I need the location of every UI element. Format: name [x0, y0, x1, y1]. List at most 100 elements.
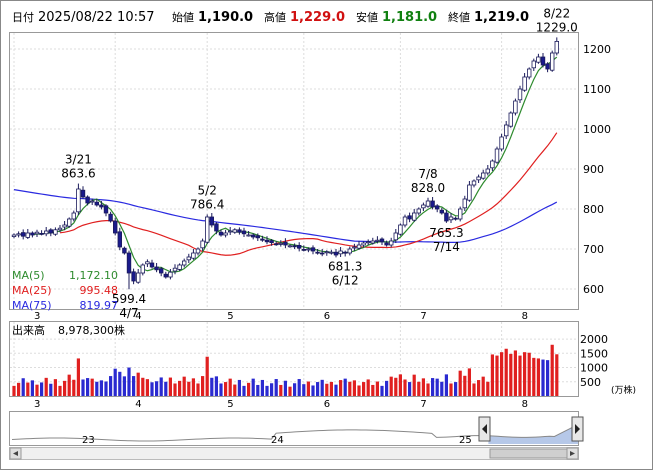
- candle: [117, 227, 122, 251]
- candle: [467, 181, 472, 202]
- volume-bar: [168, 377, 172, 396]
- candle: [99, 201, 104, 210]
- volume-bar: [205, 356, 209, 396]
- price-tick-label: 900: [583, 163, 604, 176]
- legend-value: 819.97: [80, 299, 119, 312]
- volume-bar: [279, 384, 283, 396]
- x-axis-month-labels-bottom: 3 4 5 6 7 8: [34, 399, 528, 410]
- annotation-date: 6/12: [332, 273, 359, 287]
- candle: [301, 245, 306, 252]
- candle: [264, 236, 270, 245]
- candle: [476, 174, 481, 183]
- close-value: 1,219.0: [474, 10, 529, 25]
- navigator-scrollbar[interactable]: [9, 447, 579, 460]
- candle: [135, 269, 141, 284]
- volume-bar: [26, 382, 30, 396]
- ma-legend: MA(5) 1,172.10 MA(25) 995.48 MA(75) 819.97: [12, 269, 118, 312]
- month-label: 3: [34, 399, 40, 410]
- volume-bar: [150, 382, 154, 396]
- volume-bar: [352, 380, 356, 396]
- volume-bar: [444, 374, 448, 396]
- candle: [71, 210, 76, 222]
- range-navigator[interactable]: 23 24 25: [9, 411, 584, 447]
- candle: [30, 231, 35, 238]
- candle: [471, 179, 477, 188]
- high-label: 高値: [264, 10, 286, 24]
- volume-bar: [283, 380, 287, 396]
- candle: [545, 62, 550, 73]
- candle: [490, 159, 495, 171]
- candle: [434, 204, 440, 213]
- volume-bar: [67, 374, 71, 396]
- volume-bar: [495, 355, 499, 396]
- annotation-date: 5/2: [198, 183, 217, 197]
- candle: [306, 247, 311, 253]
- volume-bar: [228, 378, 232, 396]
- candle: [108, 211, 113, 223]
- month-label: 7: [420, 399, 426, 410]
- volume-bar: [17, 382, 21, 396]
- candle: [453, 216, 458, 221]
- navigator-right-handle[interactable]: [571, 416, 584, 442]
- candle: [177, 263, 182, 271]
- volume-bar: [251, 378, 255, 396]
- volume-bar: [40, 382, 44, 396]
- volume-bar: [90, 378, 94, 396]
- volume-bar: [44, 377, 48, 396]
- candle: [191, 249, 196, 260]
- volume-bar: [458, 370, 462, 396]
- candle: [388, 237, 394, 248]
- candle: [131, 268, 136, 285]
- scrollbar-thumb[interactable]: [489, 448, 568, 459]
- candle: [94, 199, 99, 207]
- volume-bar: [104, 381, 108, 396]
- volume-bar: [86, 378, 90, 396]
- volume-bar: [196, 383, 200, 396]
- volume-bar: [463, 375, 467, 396]
- candle: [278, 240, 283, 247]
- candle: [531, 58, 536, 71]
- month-label: 4: [135, 399, 141, 410]
- candle: [527, 67, 532, 80]
- candle: [90, 198, 95, 205]
- candle: [250, 233, 256, 240]
- candle: [269, 239, 274, 246]
- candle: [522, 73, 527, 92]
- volume-bar: [191, 378, 195, 396]
- volume-bar: [325, 383, 329, 396]
- volume-bar: [541, 359, 545, 396]
- price-tick-label: 1100: [583, 83, 611, 96]
- open-value: 1,190.0: [198, 10, 253, 25]
- candle: [227, 227, 233, 235]
- navigator-left-handle[interactable]: [478, 416, 491, 442]
- candle: [287, 244, 293, 248]
- candle: [283, 238, 288, 249]
- legend-value: 995.48: [80, 284, 119, 297]
- volume-bar: [260, 379, 264, 396]
- candle: [439, 207, 444, 215]
- annotation-value: 765.3: [429, 226, 463, 240]
- price-grid: [10, 33, 578, 309]
- volume-bar: [527, 352, 531, 396]
- candle: [20, 229, 26, 240]
- volume-bar: [21, 378, 25, 396]
- volume-bar: [343, 378, 347, 396]
- high-value: 1,229.0: [290, 10, 345, 25]
- volume-bar: [431, 378, 435, 396]
- volume-bar: [145, 379, 149, 396]
- volume-bar: [375, 381, 379, 396]
- volume-bar: [454, 382, 458, 396]
- volume-bar: [214, 376, 218, 396]
- candle: [315, 249, 320, 255]
- candle: [554, 37, 559, 56]
- candle: [361, 241, 366, 248]
- volume-bar: [265, 385, 269, 396]
- month-label: 7: [420, 311, 426, 322]
- volume-bar: [306, 381, 310, 396]
- volume-bar: [136, 372, 140, 396]
- volume-bar: [164, 381, 168, 396]
- annotation-date: 7/14: [433, 240, 460, 254]
- volume-bar: [449, 383, 453, 396]
- volume-bar: [293, 383, 297, 396]
- volume-panel: [9, 321, 579, 397]
